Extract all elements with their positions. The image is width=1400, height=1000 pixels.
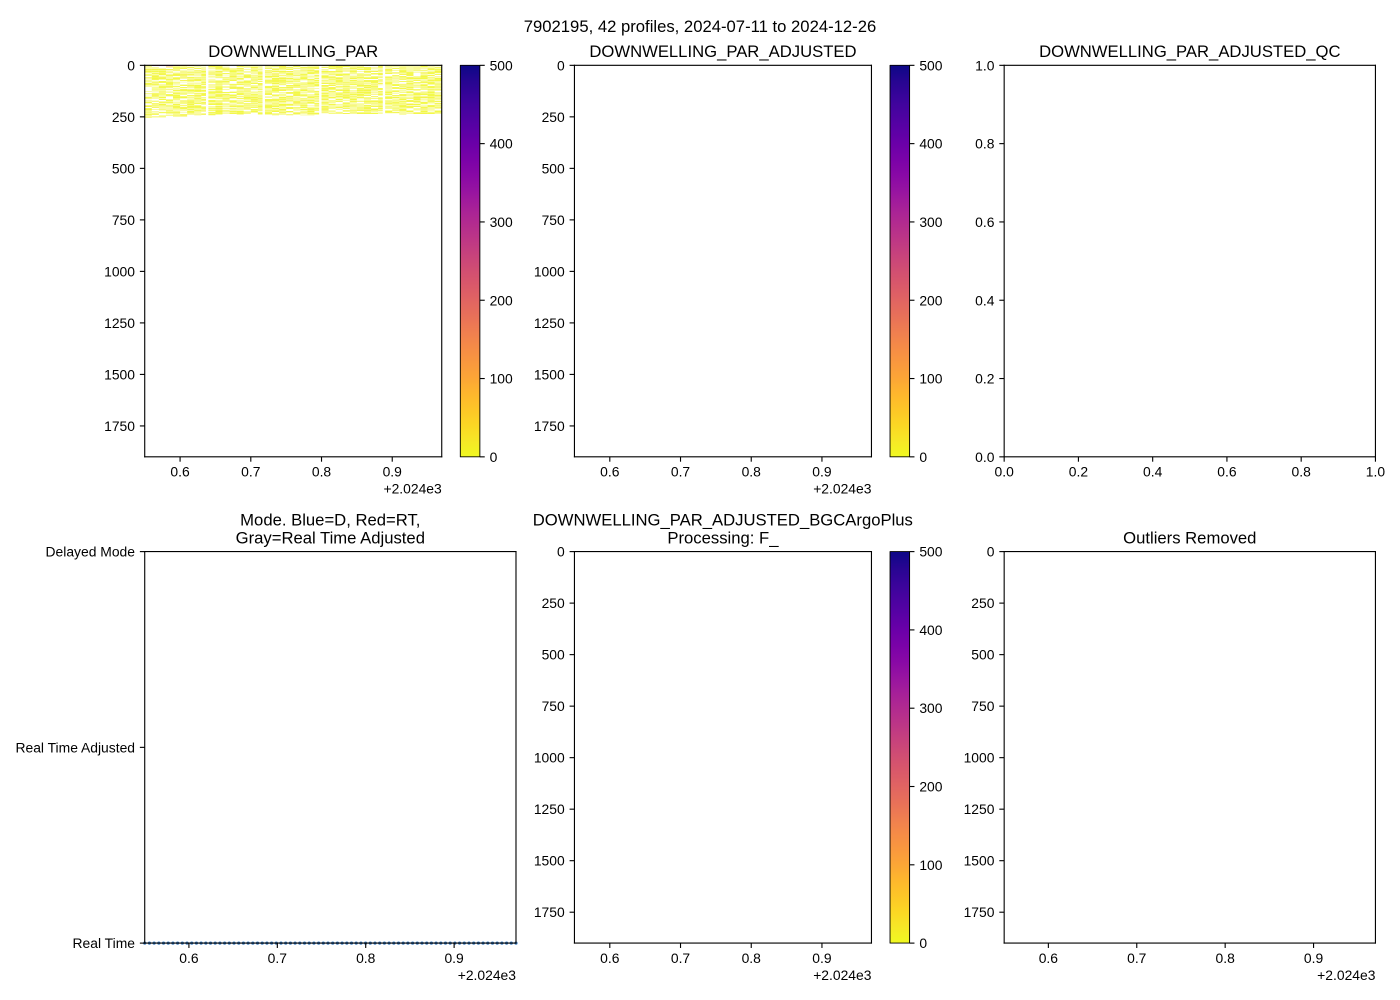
svg-text:0.6: 0.6 [600,950,620,966]
svg-text:0: 0 [987,544,995,560]
svg-text:0.7: 0.7 [268,950,288,966]
svg-text:1500: 1500 [964,853,995,869]
svg-text:+2.024e3: +2.024e3 [1317,967,1376,983]
svg-text:500: 500 [542,160,565,176]
svg-text:0.9: 0.9 [444,950,464,966]
svg-text:300: 300 [490,214,513,230]
svg-text:Processing: F_: Processing: F_ [667,528,779,547]
svg-text:750: 750 [542,698,565,714]
svg-text:+2.024e3: +2.024e3 [813,967,872,983]
svg-text:1.0: 1.0 [975,57,995,73]
svg-text:+2.024e3: +2.024e3 [383,481,442,497]
svg-text:100: 100 [919,857,942,873]
svg-text:0.7: 0.7 [241,464,261,480]
svg-text:DOWNWELLING_PAR_ADJUSTED_BGCAr: DOWNWELLING_PAR_ADJUSTED_BGCArgoPlus [533,510,913,529]
svg-text:500: 500 [542,647,565,663]
svg-text:0.6: 0.6 [975,214,995,230]
svg-text:1250: 1250 [534,801,565,817]
svg-text:100: 100 [490,371,513,387]
svg-text:1750: 1750 [534,418,565,434]
svg-text:0.4: 0.4 [975,292,995,308]
svg-text:0: 0 [919,449,927,465]
svg-text:0: 0 [490,449,498,465]
svg-text:1250: 1250 [104,315,135,331]
svg-text:0.0: 0.0 [995,464,1015,480]
svg-text:Mode. Blue=D, Red=RT,: Mode. Blue=D, Red=RT, [240,510,420,529]
svg-text:0.6: 0.6 [179,950,199,966]
svg-text:0.9: 0.9 [383,464,403,480]
svg-text:750: 750 [971,698,994,714]
svg-text:300: 300 [919,214,942,230]
svg-text:1750: 1750 [964,904,995,920]
svg-text:0: 0 [557,544,565,560]
svg-text:0: 0 [127,57,135,73]
svg-text:0.8: 0.8 [312,464,332,480]
svg-text:0.8: 0.8 [742,950,762,966]
svg-text:7902195, 42 profiles, 2024-07-: 7902195, 42 profiles, 2024-07-11 to 2024… [524,17,877,36]
svg-text:0.8: 0.8 [742,464,762,480]
svg-text:1250: 1250 [534,315,565,331]
svg-text:Delayed Mode: Delayed Mode [46,544,136,560]
svg-text:500: 500 [919,57,942,73]
svg-text:500: 500 [919,544,942,560]
svg-text:0.7: 0.7 [671,950,691,966]
svg-text:400: 400 [919,136,942,152]
svg-text:Real Time: Real Time [73,935,136,951]
svg-text:1750: 1750 [104,418,135,434]
svg-text:1500: 1500 [534,853,565,869]
svg-text:0.8: 0.8 [356,950,376,966]
svg-text:750: 750 [542,212,565,228]
svg-text:100: 100 [919,371,942,387]
svg-text:1000: 1000 [104,263,135,279]
svg-text:250: 250 [971,595,994,611]
svg-text:0.9: 0.9 [812,464,832,480]
svg-text:0.7: 0.7 [671,464,691,480]
svg-text:Gray=Real Time Adjusted: Gray=Real Time Adjusted [236,528,425,547]
svg-text:0: 0 [557,57,565,73]
svg-text:0.6: 0.6 [170,464,190,480]
svg-text:Real Time Adjusted: Real Time Adjusted [15,739,135,755]
svg-text:1250: 1250 [964,801,995,817]
svg-text:DOWNWELLING_PAR: DOWNWELLING_PAR [208,42,378,61]
svg-text:+2.024e3: +2.024e3 [458,967,517,983]
svg-text:1000: 1000 [534,263,565,279]
svg-text:400: 400 [919,622,942,638]
svg-text:250: 250 [542,595,565,611]
svg-text:200: 200 [919,292,942,308]
svg-text:1500: 1500 [104,366,135,382]
svg-text:300: 300 [919,700,942,716]
svg-text:DOWNWELLING_PAR_ADJUSTED: DOWNWELLING_PAR_ADJUSTED [589,42,856,61]
svg-text:0.6: 0.6 [1217,464,1237,480]
svg-text:1000: 1000 [534,750,565,766]
svg-text:1750: 1750 [534,904,565,920]
svg-text:0.6: 0.6 [600,464,620,480]
svg-text:0.8: 0.8 [1292,464,1312,480]
svg-text:250: 250 [112,109,135,125]
svg-text:0.9: 0.9 [812,950,832,966]
svg-text:1.0: 1.0 [1366,464,1386,480]
svg-text:500: 500 [490,57,513,73]
svg-text:1500: 1500 [534,366,565,382]
svg-text:+2.024e3: +2.024e3 [813,481,872,497]
svg-text:0.2: 0.2 [975,371,995,387]
svg-text:0: 0 [919,935,927,951]
svg-text:0.6: 0.6 [1039,950,1059,966]
svg-text:750: 750 [112,212,135,228]
svg-text:500: 500 [971,647,994,663]
svg-text:0.8: 0.8 [975,136,995,152]
svg-text:500: 500 [112,160,135,176]
svg-text:Outliers Removed: Outliers Removed [1123,528,1256,547]
svg-text:0.4: 0.4 [1143,464,1163,480]
svg-text:250: 250 [542,109,565,125]
svg-text:1000: 1000 [964,750,995,766]
svg-text:0.2: 0.2 [1069,464,1089,480]
svg-text:400: 400 [490,136,513,152]
svg-text:0.7: 0.7 [1127,950,1147,966]
svg-text:DOWNWELLING_PAR_ADJUSTED_QC: DOWNWELLING_PAR_ADJUSTED_QC [1039,42,1340,61]
svg-text:200: 200 [490,292,513,308]
svg-text:0.8: 0.8 [1216,950,1236,966]
svg-text:200: 200 [919,779,942,795]
svg-text:0.9: 0.9 [1304,950,1324,966]
svg-text:0.0: 0.0 [975,449,995,465]
